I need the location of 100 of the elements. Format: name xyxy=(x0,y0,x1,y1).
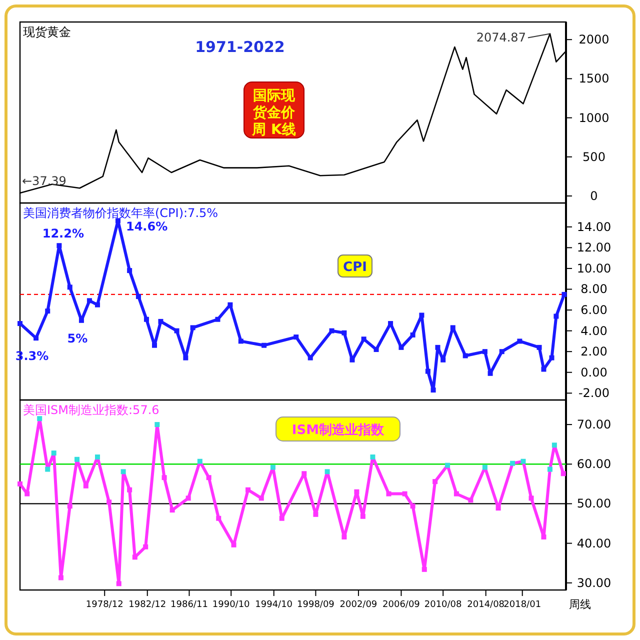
point xyxy=(360,514,366,519)
point xyxy=(361,336,366,342)
point xyxy=(154,422,160,428)
point xyxy=(450,325,456,330)
y-tick-label: 0.00 xyxy=(580,365,608,380)
point xyxy=(58,575,64,580)
point xyxy=(18,321,22,326)
x-tick-label: 1994/10 xyxy=(255,600,293,610)
point xyxy=(562,292,567,297)
point xyxy=(510,460,516,466)
point xyxy=(83,483,88,488)
point xyxy=(422,566,427,572)
x-tick-label: 2010/08 xyxy=(424,600,462,610)
point xyxy=(482,349,488,354)
y-tick-label: 1000 xyxy=(578,110,610,125)
point xyxy=(37,416,42,422)
y-tick-label: 14.00 xyxy=(576,220,612,234)
x-tick-label: 1998/09 xyxy=(297,600,335,610)
y-tick-label: 0 xyxy=(590,188,598,203)
point xyxy=(144,316,149,322)
point xyxy=(425,368,430,374)
point xyxy=(547,466,552,472)
x-tick-label: 1990/10 xyxy=(212,600,250,610)
point xyxy=(342,534,347,540)
point xyxy=(430,388,436,393)
point xyxy=(51,450,56,456)
point xyxy=(78,318,84,323)
point xyxy=(162,475,167,480)
point xyxy=(183,355,188,360)
text: 周线 xyxy=(569,598,591,611)
point xyxy=(388,321,394,326)
point xyxy=(262,342,267,348)
chart-title: 美国ISM制造业指数:57.6 xyxy=(23,403,160,417)
point xyxy=(120,469,126,474)
point xyxy=(350,357,355,362)
chart-title: 现货黄金 xyxy=(23,25,71,39)
point xyxy=(468,498,474,503)
point xyxy=(488,370,493,376)
point xyxy=(313,512,318,517)
point xyxy=(302,471,307,476)
point xyxy=(308,355,313,360)
x-tick-label: 2014/08 xyxy=(467,600,505,610)
point xyxy=(482,464,488,470)
point xyxy=(67,504,72,509)
point xyxy=(238,338,244,344)
point xyxy=(127,268,132,274)
x-tick-label: 1986/11 xyxy=(170,600,208,610)
point xyxy=(541,366,546,372)
point xyxy=(45,466,50,472)
y-tick-label: 10.00 xyxy=(576,261,612,276)
y-tick-label: 12.00 xyxy=(576,240,612,255)
point xyxy=(94,302,100,308)
point xyxy=(499,349,504,354)
point xyxy=(541,534,546,540)
point xyxy=(324,469,330,474)
point xyxy=(67,284,72,290)
point xyxy=(206,475,212,480)
point xyxy=(186,496,191,501)
point xyxy=(554,314,559,319)
point xyxy=(520,458,526,464)
y-tick-label: 2000 xyxy=(578,32,610,47)
point xyxy=(432,479,438,484)
y-tick-label: 30.00 xyxy=(576,576,612,590)
y-tick-label: 2.00 xyxy=(580,344,608,359)
x-tick-label: 2002/09 xyxy=(340,600,378,610)
point xyxy=(528,496,534,501)
annotation: ←37.39 xyxy=(22,174,66,188)
point xyxy=(517,338,522,344)
point xyxy=(370,454,376,460)
point xyxy=(258,496,264,501)
chart-title: 美国消费者物价指数年率(CPI):7.5% xyxy=(23,206,218,220)
y-tick-label: 4.00 xyxy=(580,324,608,338)
y-tick-label: 50.00 xyxy=(576,496,612,511)
point xyxy=(94,454,100,460)
point xyxy=(549,355,554,360)
point xyxy=(45,308,50,314)
point xyxy=(170,508,175,513)
point xyxy=(536,344,542,350)
point xyxy=(127,487,132,492)
y-tick-label: 8.00 xyxy=(580,282,608,296)
point xyxy=(86,298,92,304)
point xyxy=(374,347,379,352)
annotation: ISM制造业指数 xyxy=(292,423,386,438)
point xyxy=(106,500,112,505)
point xyxy=(246,487,251,492)
x-tick-label: 1978/12 xyxy=(86,600,124,610)
point xyxy=(136,294,141,300)
y-tick-label: 500 xyxy=(582,150,606,164)
point xyxy=(34,336,39,341)
point xyxy=(216,516,222,521)
point xyxy=(440,357,446,362)
point xyxy=(270,464,276,470)
annotation: 5% xyxy=(67,331,88,346)
point xyxy=(18,481,22,486)
annotation: 2074.87 xyxy=(476,30,526,45)
annotation: 14.6% xyxy=(126,220,168,234)
point xyxy=(386,491,392,496)
point xyxy=(56,243,62,248)
point xyxy=(398,344,404,350)
point xyxy=(560,471,566,476)
